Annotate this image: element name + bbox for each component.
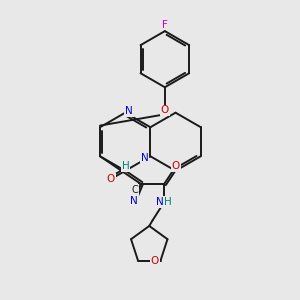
Text: O: O: [151, 256, 159, 266]
Text: H: H: [164, 196, 171, 206]
Text: N: N: [156, 197, 164, 207]
Text: O: O: [172, 161, 180, 171]
Text: O: O: [161, 105, 169, 116]
Text: O: O: [107, 174, 115, 184]
Text: H: H: [122, 161, 129, 171]
Text: F: F: [162, 20, 168, 29]
Text: N: N: [141, 153, 148, 163]
Text: C: C: [131, 185, 138, 195]
Text: N: N: [130, 196, 138, 206]
Text: N: N: [125, 106, 133, 116]
